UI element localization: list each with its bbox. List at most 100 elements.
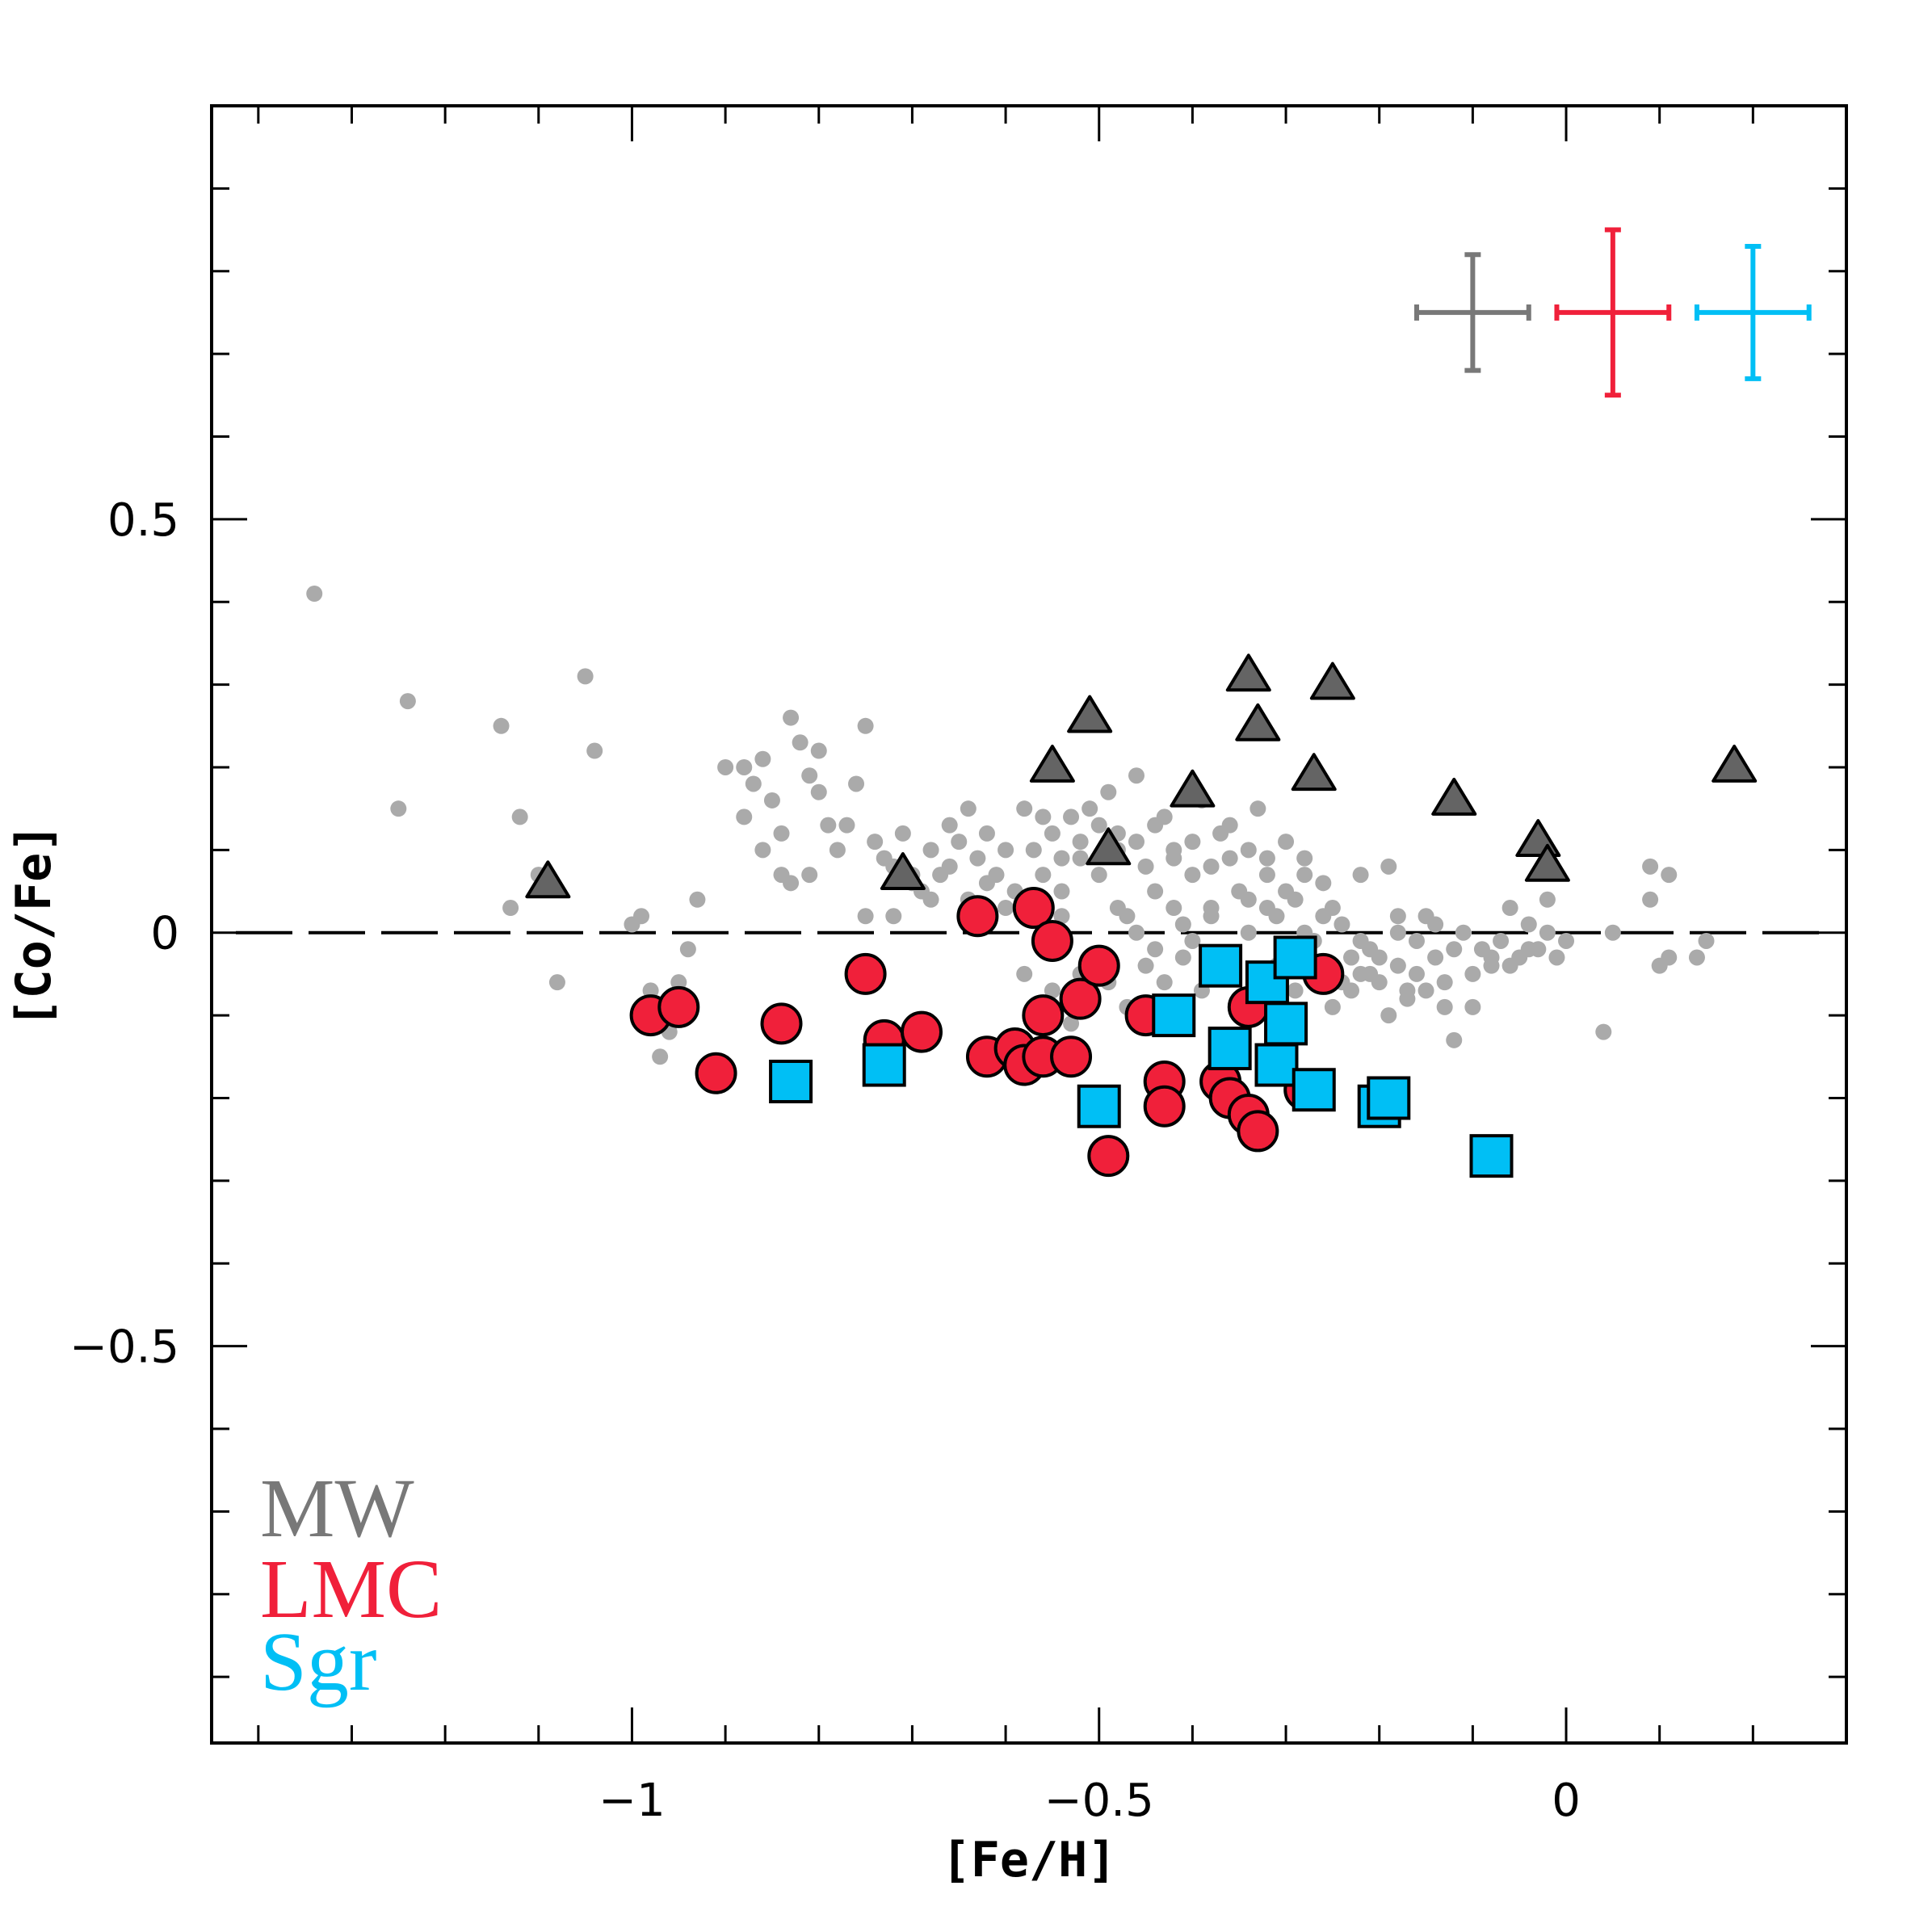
mw-field-point [810, 783, 827, 800]
mw-field-point [1174, 916, 1191, 933]
mw-field-point [922, 842, 939, 859]
mw-field-point [1147, 941, 1164, 958]
mw-triangle-point [880, 852, 926, 890]
mw-field-point [978, 875, 995, 892]
mw-field-point [998, 900, 1014, 917]
mw-field-point [838, 817, 855, 834]
mw-field-point [1334, 916, 1350, 933]
mw-field-point [1688, 949, 1705, 966]
mw-field-point [1258, 867, 1275, 884]
mw-field-point [820, 817, 837, 834]
sgr-square-point [1077, 1084, 1121, 1128]
mw-field-point [1128, 924, 1145, 941]
mw-field-point [1053, 850, 1070, 867]
mw-field-point [857, 908, 874, 925]
mw-field-point [1184, 932, 1201, 949]
mw-field-point [885, 908, 902, 925]
sgr-square-point [1273, 935, 1317, 980]
mw-field-point [493, 717, 510, 734]
mw-field-point [1296, 850, 1313, 867]
mw-field-point [1137, 957, 1154, 974]
mw-field-point [754, 842, 771, 859]
legend: MW LMC Sgr [260, 1462, 442, 1708]
mw-triangle-point [525, 860, 571, 899]
mw-triangle-point [1029, 744, 1075, 783]
mw-field-point [1184, 867, 1201, 884]
mw-field-point [1324, 998, 1341, 1015]
legend-label-sgr: Sgr [260, 1615, 376, 1708]
mw-field-point [1016, 800, 1033, 817]
mw-field-point [1343, 949, 1360, 966]
mw-field-point [1166, 850, 1182, 867]
mw-field-point [306, 586, 323, 603]
mw-field-point [1698, 932, 1715, 949]
mw-field-point [502, 900, 519, 917]
mw-field-point [829, 842, 846, 859]
mw-field-point [1258, 900, 1275, 917]
mw-field-point [1446, 1031, 1463, 1048]
sgr-square-point [1264, 1002, 1308, 1046]
mw-field-point [1147, 817, 1164, 834]
mw-field-point [586, 742, 603, 759]
mw-field-point [1352, 932, 1369, 949]
mw-field-point [1278, 834, 1295, 850]
mw-field-point [1399, 990, 1416, 1007]
mw-field-point [1343, 982, 1360, 999]
mw-field-point [689, 891, 706, 908]
mw-field-point [1016, 965, 1033, 982]
sgr-square-point [1292, 1068, 1336, 1112]
mw-field-point [1642, 858, 1659, 875]
x-tick-label: 0 [1552, 1774, 1581, 1827]
mw-field-dots [306, 586, 1715, 1065]
mw-field-point [1053, 883, 1070, 900]
mw-field-point [1240, 842, 1257, 859]
mw-field-point [1520, 916, 1537, 933]
y-tick-label: 0.5 [107, 494, 179, 547]
mw-field-point [894, 825, 911, 842]
mw-triangle-point [1235, 703, 1281, 741]
mw-field-point [783, 709, 800, 726]
mw-field-point [941, 817, 958, 834]
error-bars [1413, 227, 1812, 398]
mw-field-point [1090, 817, 1107, 834]
x-tick-labels: −1 −0.5 0 [598, 1774, 1581, 1827]
mw-field-point [1464, 965, 1481, 982]
mw-triangle-point [1225, 653, 1271, 692]
mw-triangle-point [1291, 753, 1337, 792]
mw-field-point [1072, 834, 1089, 850]
mw-field-point [1203, 858, 1220, 875]
mw-field-point [1661, 867, 1678, 884]
mw-field-point [1053, 908, 1070, 925]
mw-field-point [1427, 916, 1444, 933]
mw-field-point [951, 834, 968, 850]
mw-field-point [801, 767, 818, 784]
mw-field-point [792, 734, 808, 751]
mw-field-point [1203, 908, 1220, 925]
mw-field-point [717, 758, 734, 775]
mw-field-point [1035, 808, 1052, 825]
sgr-square-point [1367, 1076, 1411, 1120]
lmc-circle-point [1022, 994, 1065, 1037]
mw-field-point [1221, 817, 1238, 834]
mw-field-point [1156, 974, 1173, 991]
mw-field-point [1362, 965, 1379, 982]
y-tick-labels: 0.5 0 −0.5 [69, 494, 179, 1374]
mw-field-point [1464, 998, 1481, 1015]
sgr-square-point [1254, 1043, 1299, 1087]
mw-field-point [1436, 974, 1453, 991]
mw-triangle-point [1309, 662, 1355, 700]
mw-field-point [1109, 900, 1126, 917]
lmc-circle-point [760, 1002, 803, 1045]
mw-triangle-point [1712, 744, 1758, 783]
mw-field-point [773, 825, 790, 842]
mw-field-point [1380, 1007, 1397, 1024]
mw-field-point [1044, 825, 1060, 842]
mw-field-point [1258, 850, 1275, 867]
y-tick-label: 0 [150, 908, 179, 960]
mw-field-point [1436, 998, 1453, 1015]
mw-field-point [390, 800, 407, 817]
mw-field-point [745, 775, 762, 792]
mw-field-point [399, 693, 416, 710]
sgr-square-point [769, 1060, 813, 1104]
sgr-square-point [1469, 1134, 1514, 1178]
